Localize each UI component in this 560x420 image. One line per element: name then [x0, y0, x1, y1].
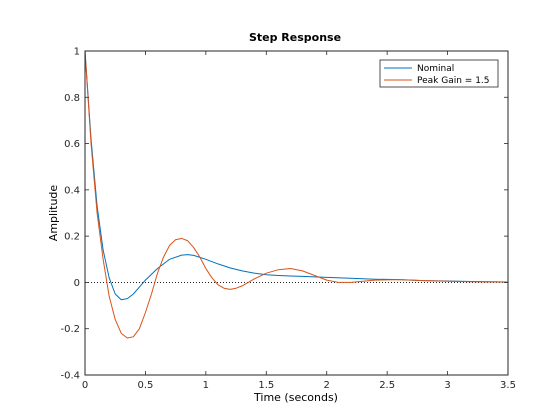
y-tick-label: 0.8: [64, 93, 80, 104]
legend-box: [379, 59, 499, 88]
series-line-nominal: [84, 50, 509, 301]
x-axis-label: Time (seconds): [253, 391, 338, 404]
y-tick-label: -0.4: [60, 371, 80, 382]
y-tick-label: -0.2: [60, 324, 80, 335]
series-layer: [84, 50, 509, 339]
x-tick-label: 0.5: [137, 380, 153, 391]
x-tick-label: 2.5: [379, 380, 395, 391]
chart-title: Step Response: [249, 31, 341, 44]
tick-layer: 0 0.5 1 1.5 2 2.5 3 3.5 -0.4 -0.2 0 0.2 0.4 0.6 0.8 1: [60, 47, 515, 392]
x-tick-label: 3: [444, 380, 450, 391]
plot-frame: [84, 50, 509, 376]
y-tick-label: 0: [74, 278, 80, 289]
plot-area: [85, 51, 508, 375]
legend-entries: Nominal Peak Gain = 1.5: [384, 64, 490, 86]
series-line-peak-gain: [84, 50, 509, 339]
x-tick-label: 2: [324, 380, 330, 391]
y-tick-label: 0.2: [64, 232, 80, 243]
x-tick-label: 1: [203, 380, 209, 391]
legend-label: Nominal: [417, 64, 454, 74]
x-tick-label: 1.5: [258, 380, 274, 391]
y-tick-label: 1: [74, 47, 80, 58]
y-tick-label: 0.6: [64, 139, 80, 150]
y-tick-label: 0.4: [64, 185, 80, 196]
legend-label: Peak Gain = 1.5: [417, 76, 490, 86]
x-tick-label: 0: [82, 380, 88, 391]
y-axis-label: Amplitude: [47, 185, 60, 242]
legend: Nominal Peak Gain = 1.5: [379, 59, 499, 88]
x-tick-label: 3.5: [500, 380, 516, 391]
